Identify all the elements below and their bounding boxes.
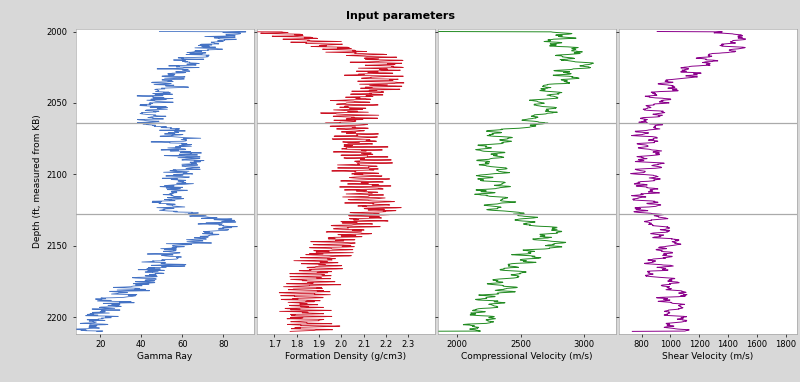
X-axis label: Shear Velocity (m/s): Shear Velocity (m/s) [662, 351, 754, 361]
X-axis label: Gamma Ray: Gamma Ray [138, 351, 193, 361]
X-axis label: Compressional Velocity (m/s): Compressional Velocity (m/s) [461, 351, 593, 361]
Y-axis label: Depth (ft, measured from KB): Depth (ft, measured from KB) [33, 115, 42, 248]
X-axis label: Formation Density (g/cm3): Formation Density (g/cm3) [286, 351, 406, 361]
Text: Input parameters: Input parameters [346, 11, 454, 21]
